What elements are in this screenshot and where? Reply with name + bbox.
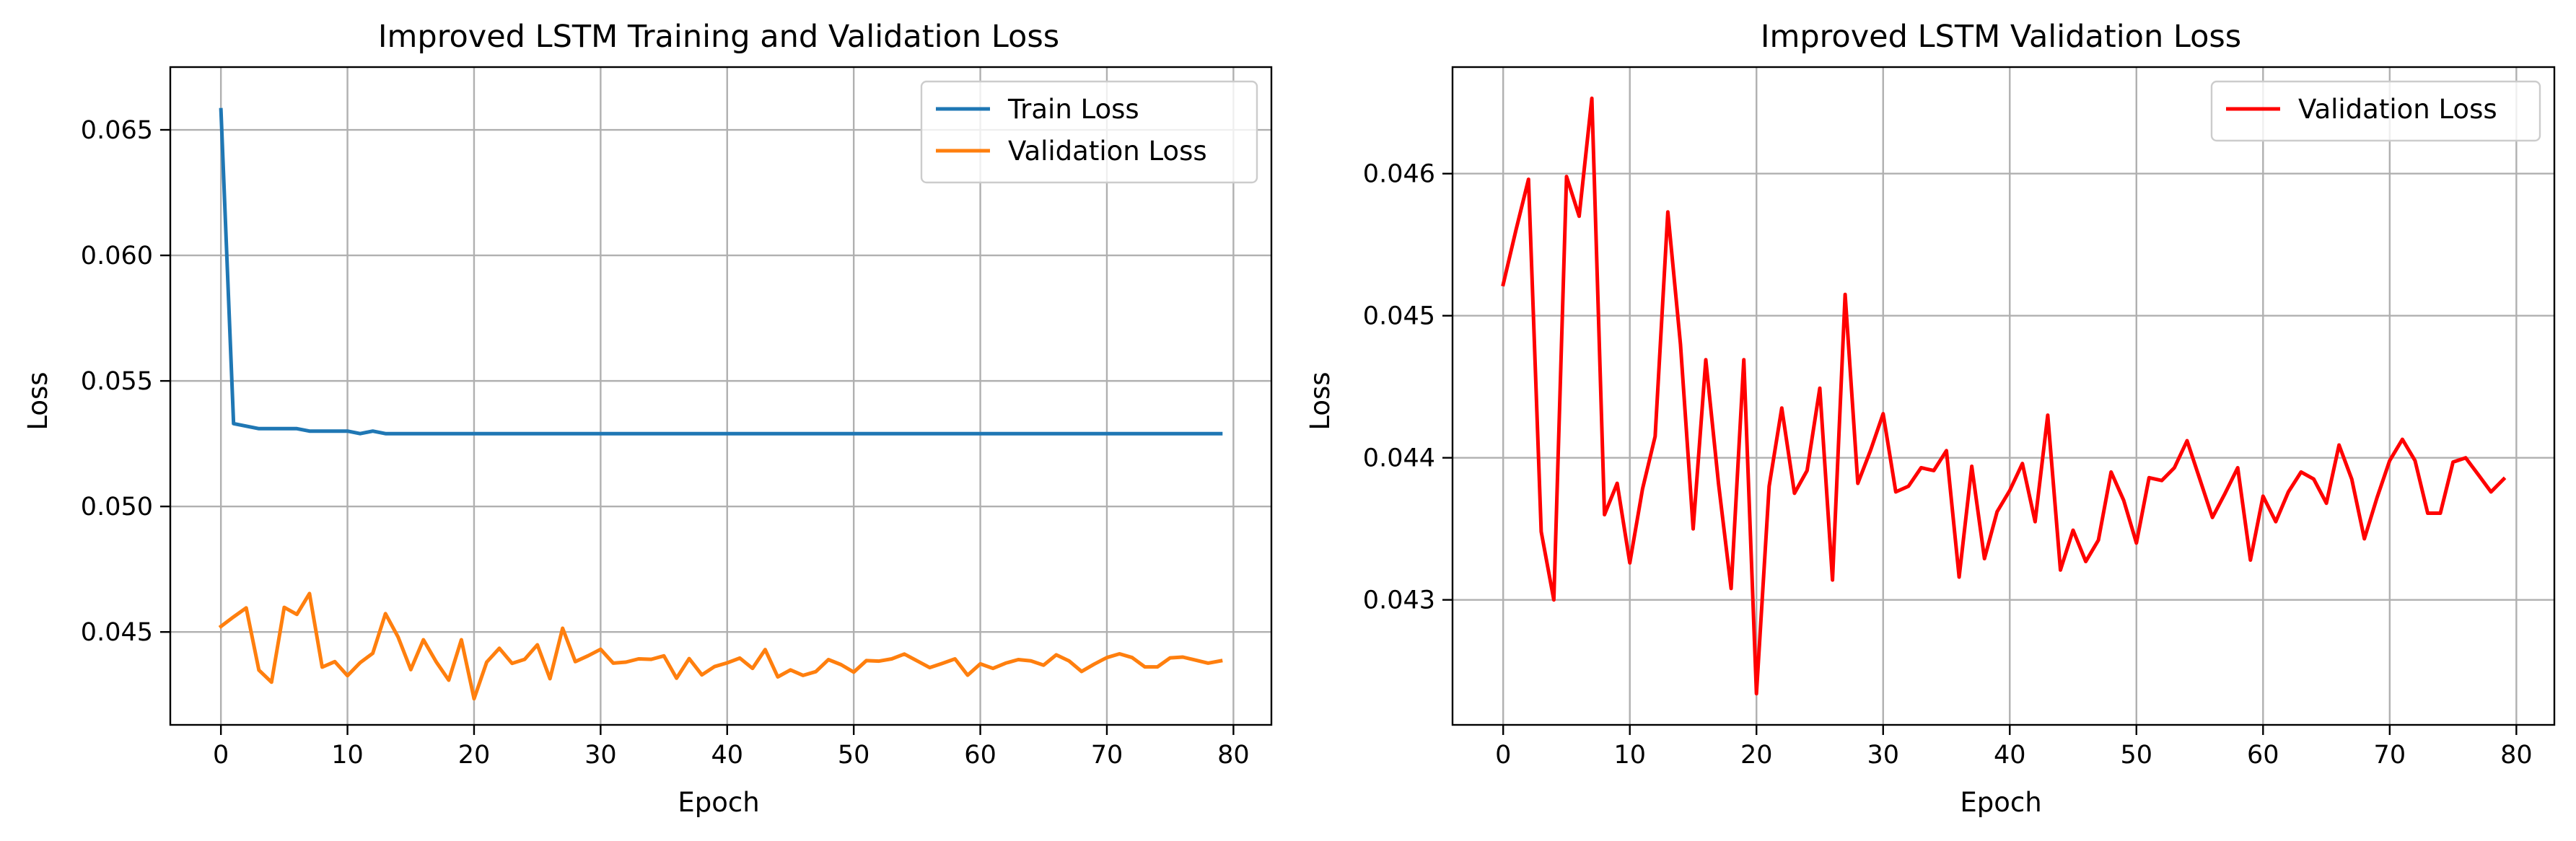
legend-box [920,80,1258,184]
chart-title: Improved LSTM Training and Validation Lo… [378,19,1059,55]
y-tick-label: 0.055 [81,367,153,396]
legend-box [2210,80,2541,142]
y-tick-label: 0.065 [81,116,153,145]
x-tick-label: 60 [964,741,996,770]
legend-label: Validation Loss [2298,94,2497,125]
x-tick-label: 50 [2121,741,2153,770]
x-tick-label: 60 [2247,741,2279,770]
x-tick-label: 80 [2500,741,2533,770]
y-tick-label: 0.046 [1363,160,1435,189]
train-val-loss-chart: Improved LSTM Training and Validation Lo… [22,19,1273,818]
x-tick-label: 10 [331,741,364,770]
series-line [219,107,1223,436]
x-tick-label: 70 [2374,741,2406,770]
x-tick-label: 0 [1495,741,1511,770]
series-line [1501,96,2507,696]
chart-title: Improved LSTM Validation Loss [1761,19,2241,55]
legend-label: Validation Loss [1008,136,1207,167]
x-axis-label: Epoch [1960,787,2041,818]
x-tick-label: 20 [1740,741,1773,770]
x-tick-label: 40 [1994,741,2026,770]
y-tick-label: 0.045 [81,618,153,647]
y-axis-label: Loss [1305,371,1336,430]
y-axis-label: Loss [22,371,53,430]
x-tick-label: 40 [711,741,743,770]
y-tick-label: 0.045 [1363,302,1435,331]
y-tick-label: 0.043 [1363,586,1435,615]
x-tick-label: 20 [458,741,491,770]
x-tick-label: 30 [1867,741,1899,770]
y-tick-label: 0.050 [81,493,153,521]
x-tick-label: 50 [838,741,870,770]
series-line [218,591,1223,701]
x-tick-label: 10 [1613,741,1646,770]
val-loss-chart: Improved LSTM Validation Loss Epoch Loss… [1305,19,2556,818]
x-tick-label: 80 [1217,741,1250,770]
x-axis-label: Epoch [678,787,759,818]
y-tick-label: 0.060 [81,242,153,270]
legend-label: Train Loss [1007,94,1139,125]
plot-frame [169,66,1273,726]
x-tick-label: 30 [584,741,617,770]
x-tick-label: 0 [213,741,229,770]
x-tick-label: 70 [1091,741,1123,770]
plot-frame [1451,66,2556,726]
y-tick-label: 0.044 [1363,444,1435,473]
